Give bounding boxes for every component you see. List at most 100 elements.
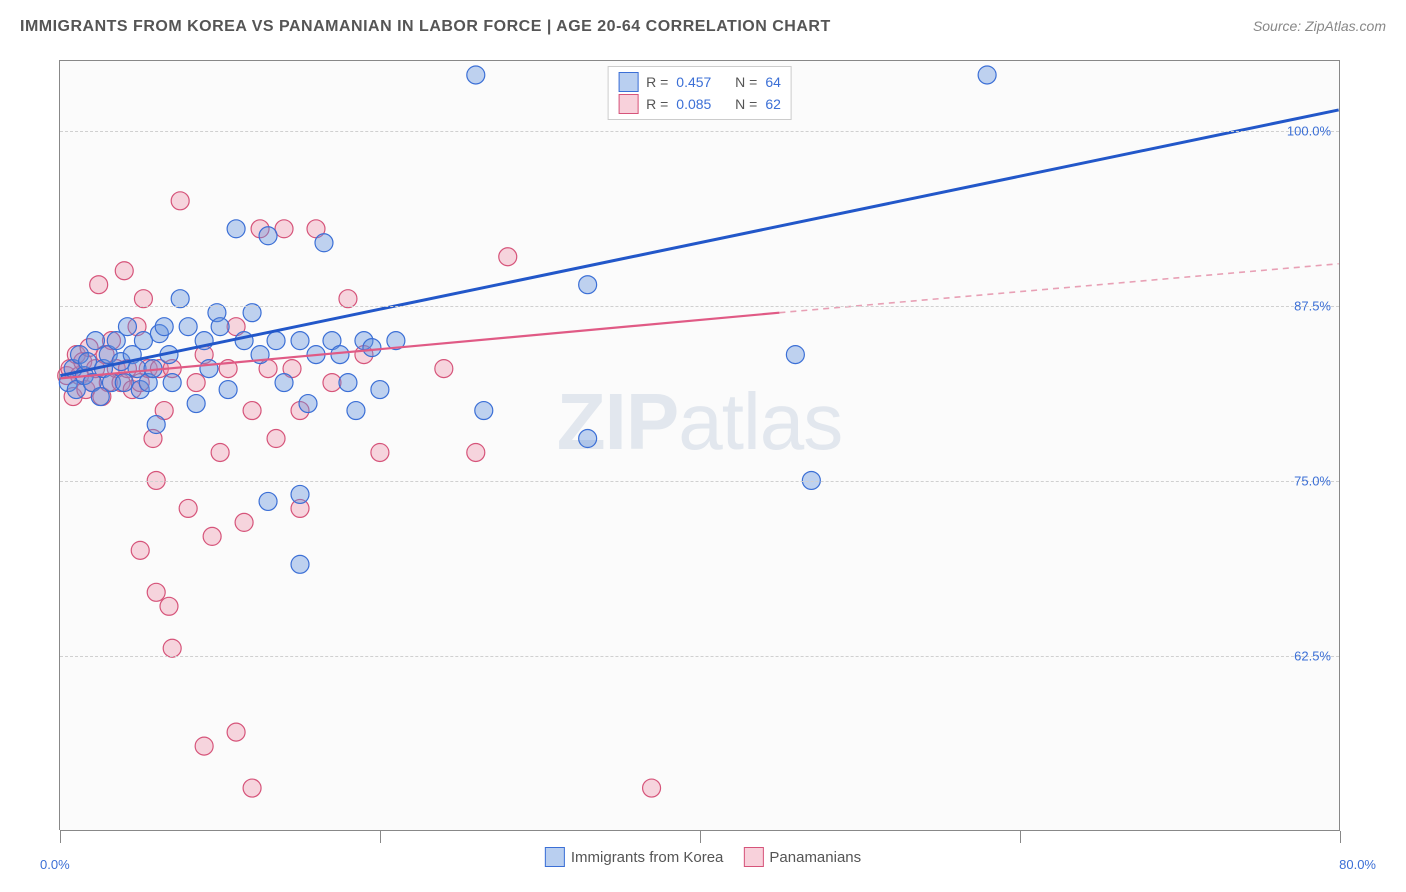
data-point-korea	[163, 374, 181, 392]
x-axis-max-label: 80.0%	[1339, 857, 1376, 872]
data-point-korea	[347, 402, 365, 420]
y-tick-label: 87.5%	[1294, 299, 1331, 314]
data-point-panama	[211, 444, 229, 462]
data-point-korea	[315, 234, 333, 252]
n-value: 64	[765, 71, 781, 93]
data-point-korea	[299, 395, 317, 413]
data-point-panama	[131, 541, 149, 559]
y-tick-label: 75.0%	[1294, 474, 1331, 489]
data-point-korea	[118, 318, 136, 336]
gridline	[60, 131, 1339, 132]
r-value: 0.457	[676, 71, 711, 93]
regression-line	[60, 110, 1338, 376]
data-point-korea	[259, 492, 277, 510]
data-point-panama	[643, 779, 661, 797]
data-point-panama	[195, 737, 213, 755]
x-axis-min-label: 0.0%	[40, 857, 70, 872]
data-point-korea	[275, 374, 293, 392]
y-tick-label: 62.5%	[1294, 649, 1331, 664]
data-point-panama	[160, 597, 178, 615]
data-point-korea	[291, 332, 309, 350]
r-value: 0.085	[676, 93, 711, 115]
data-point-panama	[267, 430, 285, 448]
series-label: Panamanians	[769, 849, 861, 866]
r-label: R =	[646, 71, 668, 93]
data-point-panama	[371, 444, 389, 462]
data-point-korea	[467, 66, 485, 84]
x-tick	[60, 831, 61, 843]
data-point-panama	[134, 290, 152, 308]
data-point-panama	[203, 527, 221, 545]
data-point-korea	[147, 416, 165, 434]
data-point-korea	[363, 339, 381, 357]
data-point-panama	[90, 276, 108, 294]
data-point-panama	[171, 192, 189, 210]
correlation-legend-row: R = 0.457 N = 64	[618, 71, 781, 93]
x-tick	[1340, 831, 1341, 843]
correlation-legend: R = 0.457 N = 64 R = 0.085 N = 62	[607, 66, 792, 120]
chart-container: IMMIGRANTS FROM KOREA VS PANAMANIAN IN L…	[0, 0, 1406, 892]
data-point-korea	[339, 374, 357, 392]
data-point-panama	[147, 583, 165, 601]
header: IMMIGRANTS FROM KOREA VS PANAMANIAN IN L…	[20, 18, 1386, 36]
data-point-korea	[786, 346, 804, 364]
x-tick	[700, 831, 701, 843]
data-point-korea	[259, 227, 277, 245]
data-point-korea	[267, 332, 285, 350]
data-point-panama	[179, 499, 197, 517]
series-legend: Immigrants from Korea Panamanians	[545, 847, 861, 867]
y-tick-label: 100.0%	[1287, 124, 1331, 139]
data-point-korea	[86, 332, 104, 350]
data-point-korea	[155, 318, 173, 336]
data-point-korea	[291, 555, 309, 573]
series-label: Immigrants from Korea	[571, 849, 724, 866]
data-point-korea	[579, 430, 597, 448]
data-point-panama	[499, 248, 517, 266]
data-point-korea	[187, 395, 205, 413]
data-point-korea	[235, 332, 253, 350]
data-point-panama	[323, 374, 341, 392]
n-value: 62	[765, 93, 781, 115]
data-point-korea	[331, 346, 349, 364]
data-point-panama	[227, 723, 245, 741]
chart-title: IMMIGRANTS FROM KOREA VS PANAMANIAN IN L…	[20, 18, 831, 36]
legend-swatch-icon	[618, 94, 638, 114]
series-legend-item: Immigrants from Korea	[545, 847, 724, 867]
source-label: Source: ZipAtlas.com	[1253, 18, 1386, 34]
data-point-korea	[171, 290, 189, 308]
legend-swatch-icon	[618, 72, 638, 92]
data-point-panama	[187, 374, 205, 392]
data-point-korea	[200, 360, 218, 378]
data-point-panama	[243, 402, 261, 420]
data-point-panama	[339, 290, 357, 308]
data-point-panama	[243, 779, 261, 797]
data-point-panama	[467, 444, 485, 462]
n-label: N =	[735, 93, 757, 115]
data-point-korea	[371, 381, 389, 399]
legend-swatch-icon	[545, 847, 565, 867]
data-point-panama	[435, 360, 453, 378]
chart-svg	[60, 61, 1339, 830]
data-point-korea	[179, 318, 197, 336]
data-point-panama	[115, 262, 133, 280]
data-point-korea	[134, 332, 152, 350]
data-point-panama	[235, 513, 253, 531]
data-point-panama	[163, 639, 181, 657]
legend-swatch-icon	[743, 847, 763, 867]
r-label: R =	[646, 93, 668, 115]
x-tick	[1020, 831, 1021, 843]
data-point-korea	[115, 374, 133, 392]
gridline	[60, 656, 1339, 657]
data-point-korea	[227, 220, 245, 238]
x-tick	[380, 831, 381, 843]
correlation-legend-row: R = 0.085 N = 62	[618, 93, 781, 115]
data-point-korea	[219, 381, 237, 399]
n-label: N =	[735, 71, 757, 93]
data-point-korea	[579, 276, 597, 294]
gridline	[60, 481, 1339, 482]
data-point-panama	[275, 220, 293, 238]
data-point-korea	[211, 318, 229, 336]
data-point-korea	[475, 402, 493, 420]
data-point-korea	[291, 485, 309, 503]
gridline	[60, 306, 1339, 307]
